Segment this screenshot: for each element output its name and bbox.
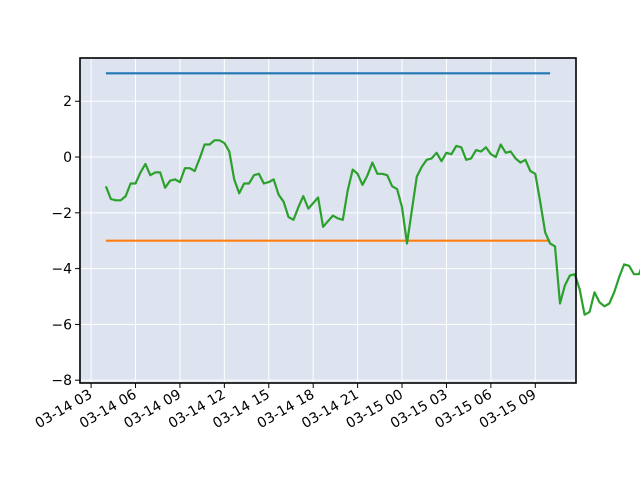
y-tick-label: −6	[51, 317, 72, 333]
y-axis: 2 0 −2 −4 −6 −8	[51, 94, 80, 389]
y-tick-label: 2	[63, 94, 72, 110]
y-tick-label: 0	[63, 150, 72, 166]
series-layer	[104, 72, 640, 316]
series-line-3	[104, 139, 640, 316]
y-tick-label: −2	[51, 206, 72, 222]
y-tick-label: −8	[51, 373, 72, 389]
plot-frame	[79, 57, 577, 384]
grid	[80, 58, 576, 383]
y-tick-label: −4	[51, 262, 72, 278]
